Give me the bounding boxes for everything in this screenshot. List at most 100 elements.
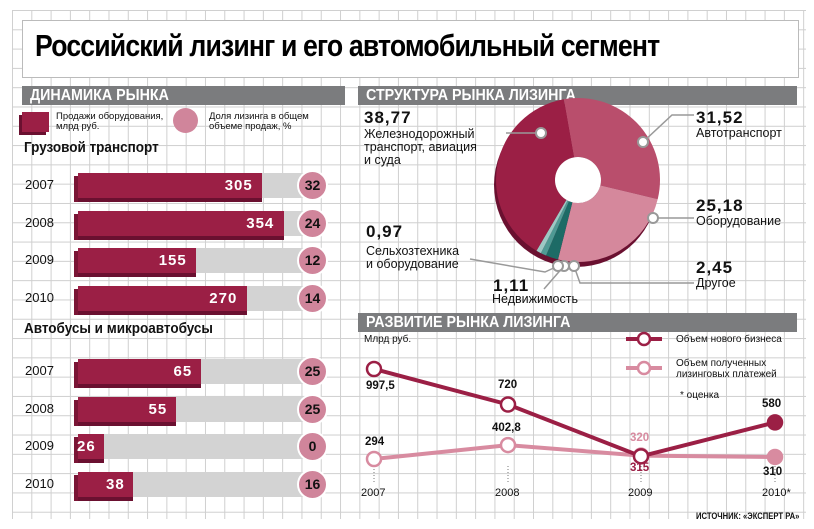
buses-bar-value: 38 <box>106 475 125 493</box>
payments-value-2010: 310 <box>763 466 783 478</box>
legend-new-business-label: Объем нового бизнеса <box>676 334 782 345</box>
trucks-share-circle: 14 <box>297 282 328 314</box>
legend-circle-swatch-icon <box>173 108 198 133</box>
pie-value-auto: 31,52 <box>696 108 744 127</box>
buses-year-label: 2008 <box>25 400 54 416</box>
leader-auto-marker <box>637 136 649 148</box>
new-business-value-2008: 720 <box>498 379 518 391</box>
estimate-note: * оценка <box>680 390 720 401</box>
pie-value-other: 2,45 <box>696 258 734 277</box>
donut-slice <box>496 99 575 251</box>
legend-new-marker <box>636 331 652 347</box>
title-box <box>22 20 799 78</box>
series-point <box>365 360 383 378</box>
buses-bar <box>74 471 133 501</box>
pie-label-other: Другое <box>696 276 736 290</box>
pie-label-auto: Автотранспорт <box>696 126 782 140</box>
series-line <box>373 443 776 461</box>
donut-slice <box>536 199 568 254</box>
trucks-bar <box>73 248 197 277</box>
buses-title: Автобусы и микроавтобусы <box>24 320 213 337</box>
series-point <box>499 396 517 413</box>
series-point <box>499 436 517 454</box>
x-axis-label: 2009 <box>628 487 653 499</box>
pie-value-equipment: 25,18 <box>696 196 744 215</box>
buses-year-label: 2009 <box>25 438 54 453</box>
leader-equipment-marker <box>647 212 659 224</box>
trucks-bar <box>74 210 284 240</box>
legend-bar-label: Продажи оборудования, млрд руб. <box>56 111 164 132</box>
section-header-dynamics-label: ДИНАМИКА РЫНКА <box>30 87 169 104</box>
buses-year-label: 2010 <box>25 475 54 491</box>
buses-bar <box>74 359 201 388</box>
pie-label-realty: Недвижимость <box>492 292 578 306</box>
pie-label-equipment: Оборудование <box>696 214 782 228</box>
buses-track <box>78 434 306 459</box>
leader-rail-marker <box>535 127 547 139</box>
series-point <box>632 448 650 465</box>
trucks-share-circle: 32 <box>297 170 328 201</box>
x-axis-label: 2008 <box>495 487 520 499</box>
payments-value-2007: 294 <box>365 436 385 448</box>
buses-bar <box>74 396 176 426</box>
x-axis-label: 2007 <box>361 487 386 499</box>
new-business-value-2007: 997,5 <box>366 380 395 392</box>
pie-value-rail: 38,77 <box>364 108 412 127</box>
donut-slice <box>546 201 573 260</box>
donut-slice <box>540 200 570 256</box>
source-note: ИСТОЧНИК: «ЭКСПЕРТ РА» <box>696 511 800 521</box>
section-header-dynamics: ДИНАМИКА РЫНКА <box>22 86 345 105</box>
series-point <box>766 414 784 431</box>
section-header-structure: СТРУКТУРА РЫНКА ЛИЗИНГА <box>358 86 797 105</box>
new-business-value-2010: 580 <box>762 398 782 410</box>
trucks-year-label: 2007 <box>25 177 54 192</box>
leader-agri-marker <box>552 260 564 272</box>
buses-share-circle: 25 <box>297 393 328 425</box>
legend-bar-swatch-icon <box>22 112 49 132</box>
section-header-development: РАЗВИТИЕ РЫНКА ЛИЗИНГА <box>358 313 797 332</box>
legend-payments-label: Объем полученных лизинговых платежей <box>676 358 777 380</box>
buses-share-circle: 25 <box>297 356 328 387</box>
trucks-bar-value: 354 <box>246 214 275 232</box>
trucks-year-label: 2008 <box>25 214 54 230</box>
series-point <box>766 448 784 466</box>
leader-other <box>573 265 694 284</box>
trucks-bar <box>74 285 247 315</box>
section-header-development-label: РАЗВИТИЕ РЫНКА ЛИЗИНГА <box>366 314 571 331</box>
trucks-bar <box>73 173 263 202</box>
payments-value-2008: 402,8 <box>492 422 521 434</box>
buses-share-circle: 16 <box>297 468 328 500</box>
section-header-structure-label: СТРУКТУРА РЫНКА ЛИЗИНГА <box>366 87 576 104</box>
series-line <box>373 367 776 459</box>
donut-slice <box>557 185 658 262</box>
series-point <box>365 450 383 468</box>
pie-label-rail: Железнодорожный транспорт, авиация и суда <box>364 127 477 167</box>
payments-value-2009: 320 <box>630 432 650 444</box>
donut-hole <box>555 157 601 203</box>
trucks-bar-value: 270 <box>209 289 238 307</box>
pie-value-agri: 0,97 <box>366 222 404 241</box>
line-unit-label: Млрд руб. <box>364 334 412 345</box>
buses-year-label: 2007 <box>25 363 54 378</box>
buses-bar-value: 26 <box>77 438 96 455</box>
pie-label-agri: Сельхозтехника и оборудование <box>366 244 460 271</box>
trucks-title: Грузовой транспорт <box>24 139 159 156</box>
donut-slice <box>563 98 660 200</box>
legend-payments-marker <box>636 360 652 376</box>
buses-bar <box>74 434 104 463</box>
trucks-share-circle: 12 <box>297 245 328 276</box>
legend-circle-label: Доля лизинга в общем объеме продаж, % <box>209 111 309 132</box>
trucks-bar-value: 305 <box>224 177 253 194</box>
buses-bar-value: 55 <box>148 400 168 418</box>
buses-bar-value: 65 <box>173 363 193 380</box>
new-business-value-2009: 315 <box>630 462 650 474</box>
trucks-share-circle: 24 <box>297 207 328 239</box>
pie-value-realty: 1,11 <box>493 276 530 295</box>
trucks-year-label: 2009 <box>25 252 54 267</box>
leader-auto <box>642 114 694 143</box>
page-title: Российский лизинг и его автомобильный се… <box>35 28 660 63</box>
buses-share-circle: 0 <box>297 431 328 462</box>
trucks-bar-value: 155 <box>158 252 187 269</box>
